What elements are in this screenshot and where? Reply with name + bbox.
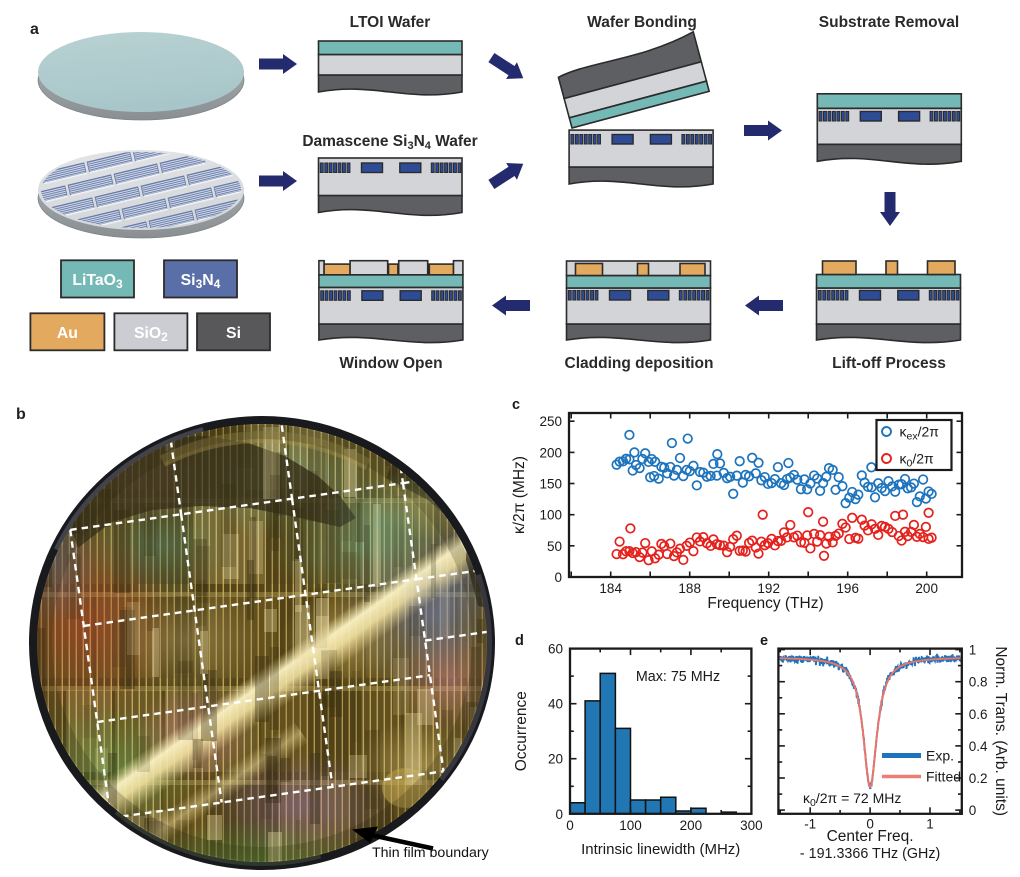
svg-text:c: c [512,397,520,413]
svg-text:Wafer Bonding: Wafer Bonding [587,14,697,31]
svg-text:Si: Si [226,325,241,342]
svg-text:0: 0 [969,803,977,818]
svg-text:Max: 75 MHz: Max: 75 MHz [636,669,720,685]
svg-text:0: 0 [866,816,874,831]
svg-text:0: 0 [566,818,574,833]
svg-text:e: e [760,633,768,649]
svg-text:100: 100 [539,508,562,523]
svg-text:300: 300 [740,818,763,833]
svg-text:196: 196 [836,581,859,596]
svg-text:192: 192 [757,581,780,596]
svg-text:Lift-off Process: Lift-off Process [832,355,946,372]
svg-text:100: 100 [619,818,642,833]
svg-text:250: 250 [539,414,562,429]
svg-text:188: 188 [678,581,701,596]
svg-text:Frequency (THz): Frequency (THz) [707,595,823,612]
svg-text:a: a [30,21,39,38]
svg-text:Intrinsic linewidth (MHz): Intrinsic linewidth (MHz) [581,841,740,858]
svg-text:-1: -1 [804,816,816,831]
svg-text:Fitted: Fitted [926,769,961,785]
svg-text:Exp.: Exp. [926,748,954,764]
svg-text:Center Freq.: Center Freq. [827,828,914,845]
svg-text:0.8: 0.8 [969,675,988,690]
svg-text:Window Open: Window Open [339,355,442,372]
svg-text:0: 0 [555,807,563,822]
svg-text:Norm. Trans. (Arb. units): Norm. Trans. (Arb. units) [992,646,1009,816]
svg-text:LiTaO3: LiTaO3 [72,272,123,291]
svg-text:- 191.3366 THz (GHz): - 191.3366 THz (GHz) [800,846,940,862]
svg-text:1: 1 [926,816,934,831]
svg-text:200: 200 [539,445,562,460]
svg-text:Cladding deposition: Cladding deposition [565,355,714,372]
svg-text:Thin film boundary: Thin film boundary [372,845,490,861]
svg-text:d: d [515,633,524,649]
svg-text:b: b [16,406,26,423]
svg-text:LTOI Wafer: LTOI Wafer [350,14,431,31]
svg-text:50: 50 [547,539,562,554]
svg-text:0.4: 0.4 [969,739,988,754]
svg-text:0: 0 [554,570,562,585]
svg-text:60: 60 [548,642,563,657]
svg-text:200: 200 [680,818,703,833]
svg-text:40: 40 [548,697,563,712]
svg-text:150: 150 [539,477,562,492]
svg-text:SiO2: SiO2 [134,325,168,344]
svg-text:184: 184 [599,581,622,596]
svg-text:1: 1 [969,643,977,658]
svg-text:200: 200 [915,581,938,596]
svg-text:20: 20 [548,752,563,767]
svg-text:κ/2π (MHz): κ/2π (MHz) [511,456,528,534]
svg-text:Substrate Removal: Substrate Removal [819,14,959,31]
svg-text:0.2: 0.2 [969,771,988,786]
svg-text:Occurrence: Occurrence [513,691,530,771]
svg-text:Damascene Si3N4 Wafer: Damascene Si3N4 Wafer [302,133,477,152]
svg-text:0.6: 0.6 [969,707,988,722]
svg-text:κ0/2π = 72 MHz: κ0/2π = 72 MHz [803,790,901,809]
svg-text:Au: Au [57,325,78,342]
svg-text:Si3N4: Si3N4 [181,272,221,291]
